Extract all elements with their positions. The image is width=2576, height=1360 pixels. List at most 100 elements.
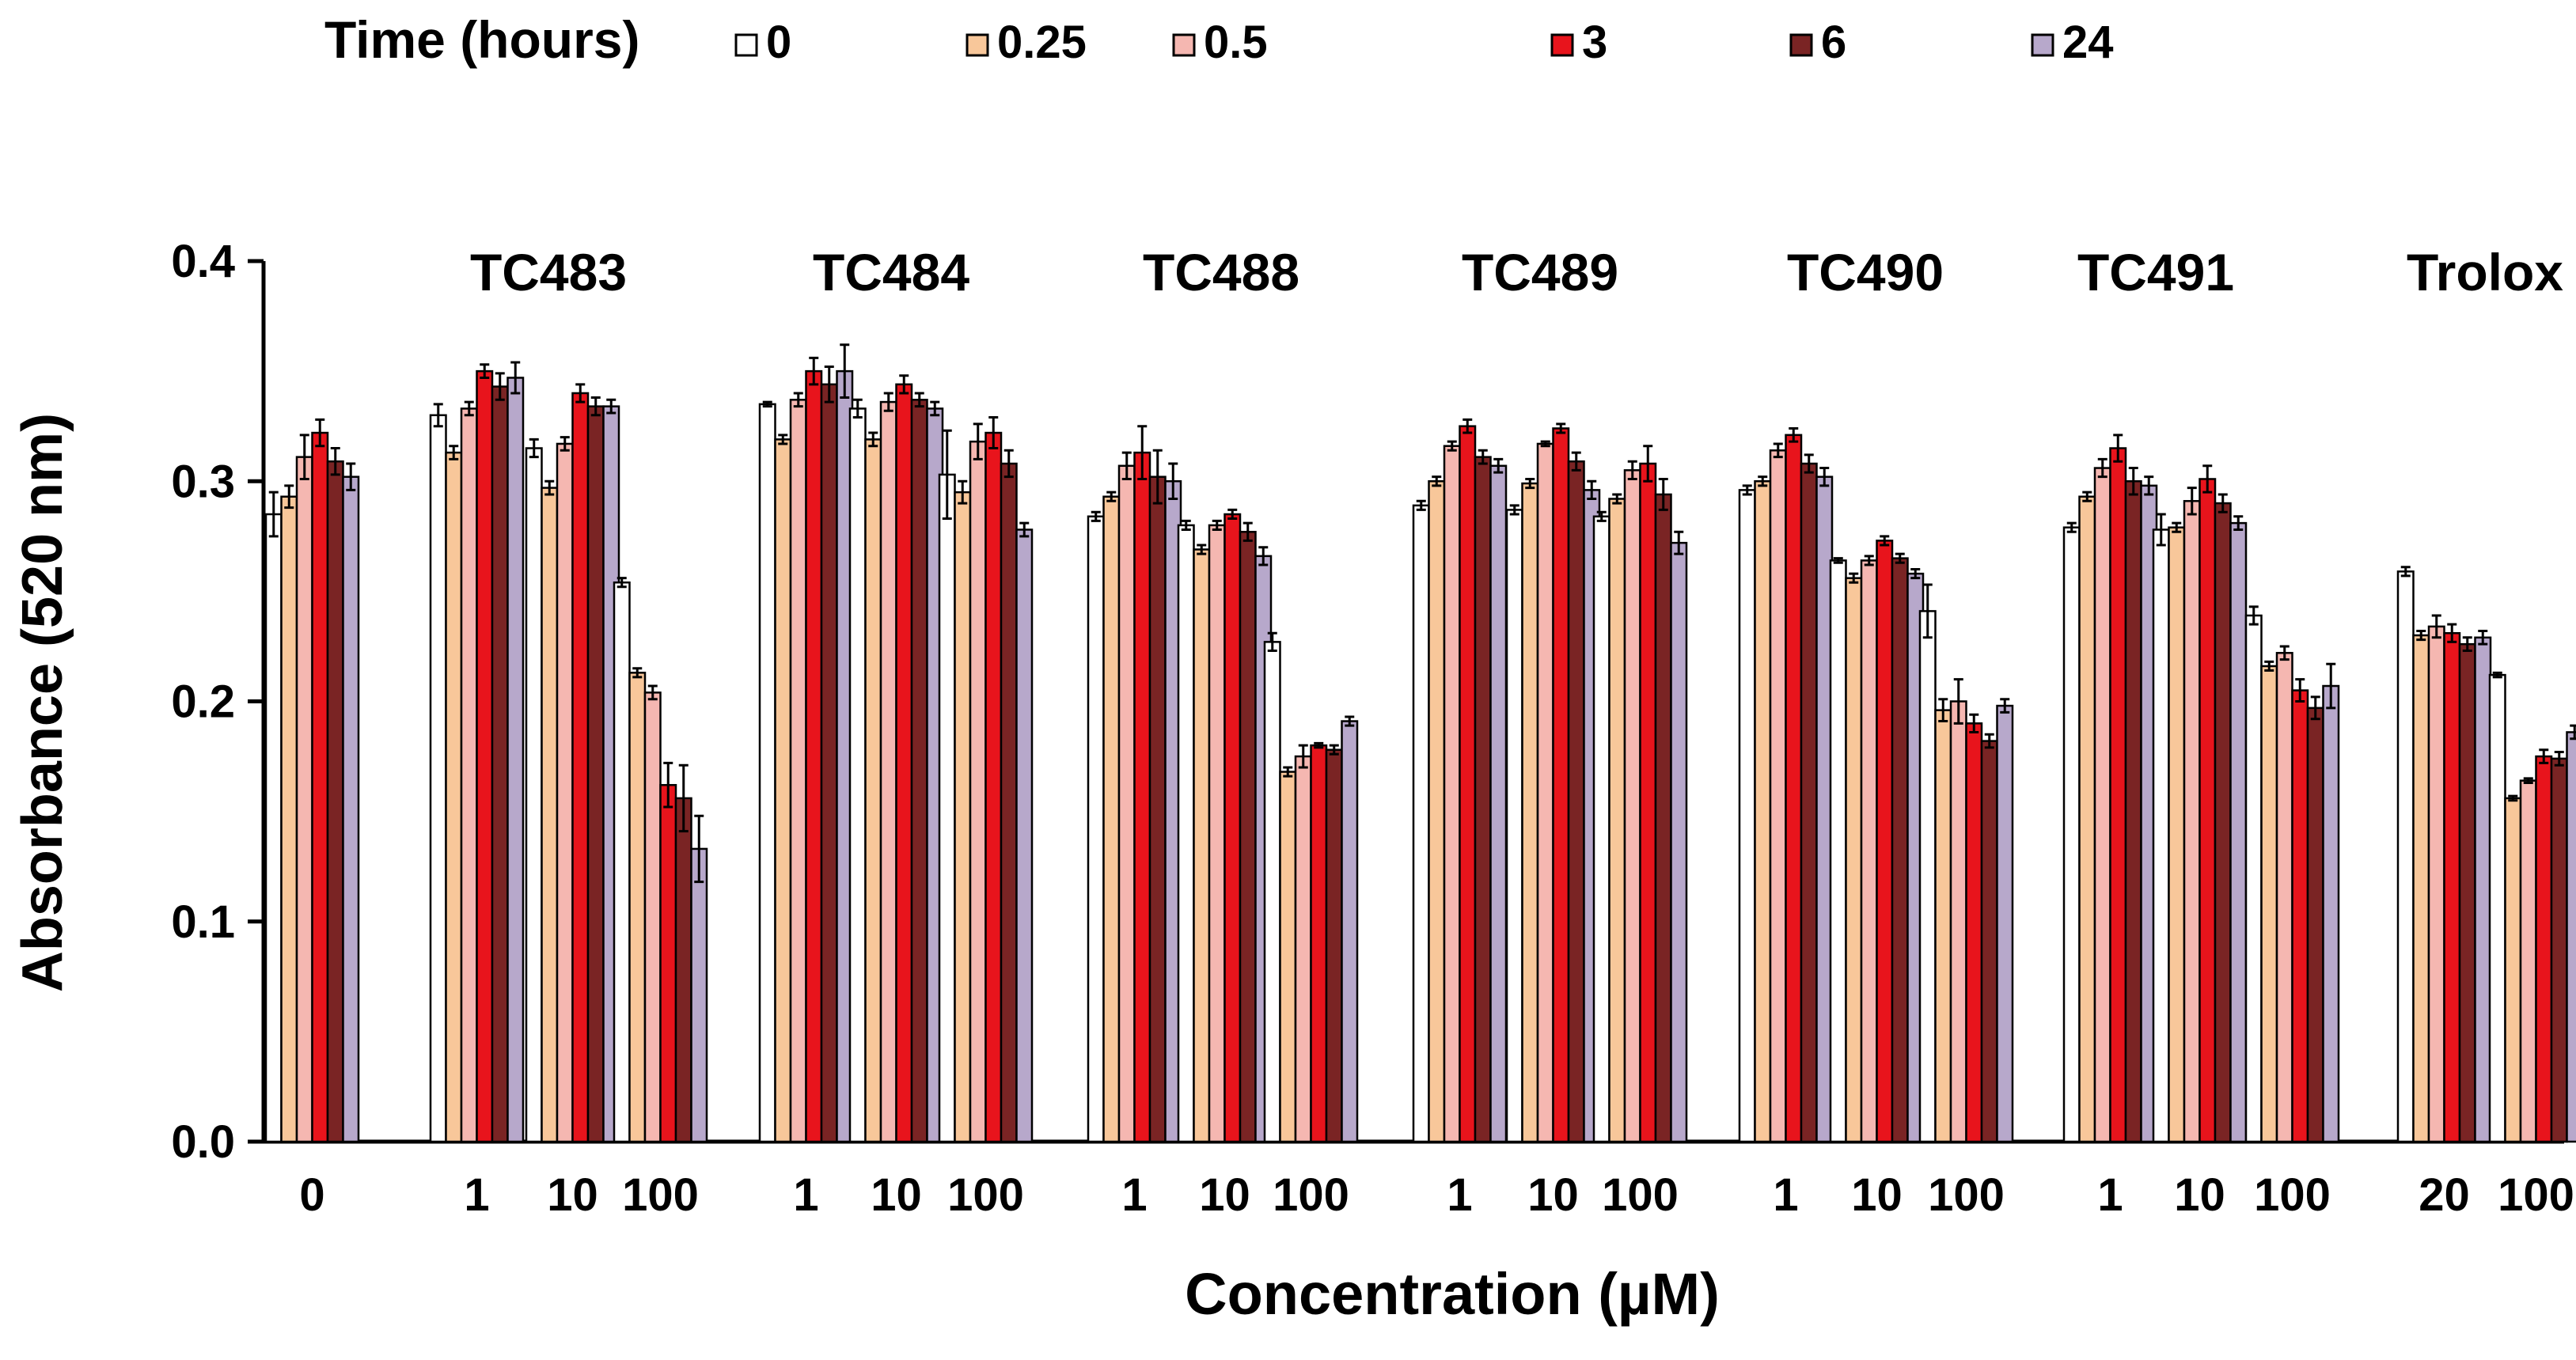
error-bar [346,462,356,491]
bar-TC491-100-t0 [2244,614,2263,1143]
bar-TC483-10-t6 [586,405,605,1143]
error-bar [958,479,968,505]
bar-TC491-100-t24 [2322,684,2340,1143]
group-label-TC488: TC488 [1143,243,1299,301]
error-bar [2447,623,2457,643]
legend-label-0: 0 [766,17,791,68]
bar-Trolox-100-t3 [2535,755,2553,1143]
bar-Trolox-100-t0.25 [2504,797,2522,1143]
bar-TC491-10-t0.25 [2168,526,2186,1143]
error-bar [1091,510,1101,522]
bar-TC488-100-t24 [1341,720,1359,1143]
legend-swatch-24 [2031,33,2054,57]
bar-TC490-100-t0.5 [1949,700,1967,1143]
error-bar [1298,744,1308,769]
error-bar [510,361,521,395]
error-bar [2128,467,2138,496]
bar-Trolox-20-t3 [2443,631,2461,1143]
error-bar [914,392,924,408]
group-label-Trolox: Trolox [2407,243,2563,301]
bar-TC483-100-t6 [674,797,692,1143]
bar-TC490-1-t0.25 [1754,480,1772,1143]
bar-TC488-100-t0.5 [1294,755,1312,1143]
bar-Trolox-20-t0.5 [2427,625,2445,1143]
bar-TC488-1-t0.5 [1117,464,1136,1143]
error-bar [2217,493,2228,513]
bar-TC489-10-t3 [1552,427,1570,1143]
x-tick-label: 10 [871,1169,922,1221]
error-bar [647,684,658,701]
error-bar [930,400,940,417]
error-bar [1658,477,1668,511]
error-bar [464,400,474,417]
error-bar [1804,453,1814,474]
bar-TC484-10-t6 [910,399,928,1143]
error-bar [1910,568,1921,580]
legend-swatch-6 [1789,33,1813,57]
error-bar [1493,457,1504,474]
legend-label-0.5: 0.5 [1204,17,1268,68]
error-bar [1242,521,1253,542]
error-bar [1742,484,1752,496]
x-tick-label: 100 [1273,1169,1349,1221]
error-bar [1152,449,1163,505]
bar-TC490-10-t6 [1891,557,1909,1143]
bar-TC488-10-t0.25 [1193,548,1211,1143]
error-bar [2082,491,2092,502]
x-tick-label: 1 [1447,1169,1472,1221]
bar-TC484-100-t24 [1015,528,1034,1143]
bars [264,343,2576,1143]
x-tick-label: 100 [622,1169,699,1221]
error-bar [1019,521,1030,538]
bar-Trolox-20-t6 [2458,642,2476,1143]
bar-TC483-100-t24 [690,847,708,1143]
error-bar [809,356,819,386]
x-tick-label: 1 [1121,1169,1147,1221]
error-bar [2279,645,2290,661]
bar-TC484-100-t0.5 [969,440,987,1143]
error-bar [988,416,999,450]
error-bar [2400,566,2411,578]
bar-TC484-10-t0 [848,407,867,1143]
error-bar [1212,519,1222,531]
error-bar [1627,460,1637,480]
error-bar [1984,733,1994,749]
error-bar [1864,555,1874,566]
bar-control-0-t0 [264,513,283,1143]
bar-TC483-1-t0.5 [460,407,478,1143]
x-tick-label: 1 [464,1169,489,1221]
bar-TC488-1-t0 [1087,515,1105,1143]
error-bar [2492,671,2502,679]
bar-TC484-100-t3 [984,431,1003,1143]
bar-TC489-10-t0 [1505,509,1523,1143]
error-bar [2295,678,2305,703]
bar-TC490-10-t0 [1829,559,1847,1143]
bar-TC491-10-t3 [2199,478,2217,1143]
bar-TC489-1-t0.5 [1443,445,1461,1143]
legend-label-0.25: 0.25 [997,17,1087,68]
error-bar [2326,662,2336,710]
x-tick-label: 1 [1773,1169,1798,1221]
bar-TC491-1-t0.25 [2078,495,2096,1143]
error-bar [1540,440,1550,448]
error-bar [560,436,570,452]
error-bar [868,431,878,448]
error-bar [778,434,788,445]
legend-swatch-3 [1550,33,1574,57]
legend-label-6: 6 [1821,17,1846,68]
bar-TC489-1-t3 [1459,425,1477,1143]
error-bar [1267,631,1277,653]
y-tick-label: 0.3 [171,456,235,507]
error-bar [2310,695,2320,721]
error-bar [433,403,443,428]
group-label-TC491: TC491 [2077,243,2234,301]
error-bar [1674,530,1684,555]
bar-TC491-10-t6 [2214,502,2232,1143]
error-bar [1329,744,1339,756]
x-tick-label: 10 [2174,1169,2225,1221]
bar-Trolox-20-t24 [2474,636,2492,1143]
error-bar [529,438,539,459]
error-bar [1643,445,1653,483]
error-bar [299,434,309,480]
x-axis-title: Concentration (µM) [1185,1261,1720,1327]
